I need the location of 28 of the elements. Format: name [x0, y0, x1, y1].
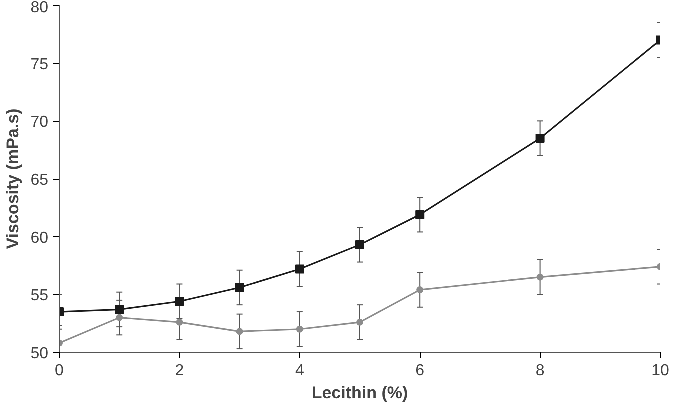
x-tick-label: 0	[55, 362, 64, 380]
point	[356, 318, 364, 326]
point	[356, 240, 364, 250]
point	[416, 210, 425, 220]
x-tick-label: 2	[175, 362, 184, 380]
y-axis-title: Viscosity (mPa.s)	[4, 108, 23, 250]
point	[295, 264, 304, 274]
y-tick-label: 60	[30, 230, 49, 247]
point	[416, 286, 424, 294]
y-tick-label: 80	[30, 0, 49, 16]
point	[536, 274, 544, 281]
point	[115, 305, 124, 314]
point	[236, 328, 244, 336]
x-tick-label: 8	[536, 362, 545, 380]
y-tick-label: 65	[30, 172, 49, 189]
point	[116, 314, 124, 322]
point	[296, 326, 304, 333]
point	[536, 134, 545, 144]
y-tick-label: 55	[30, 288, 49, 305]
y-tick-label: 75	[30, 56, 49, 74]
x-tick-label: 6	[416, 362, 425, 380]
y-tick-label: 50	[30, 346, 49, 362]
x-axis-title: Lecithin (%)	[312, 384, 408, 402]
point	[235, 283, 244, 292]
x-tick-label: 4	[295, 362, 304, 380]
point	[175, 297, 184, 306]
y-tick-label: 70	[30, 114, 49, 132]
x-tick-label: 10	[652, 362, 670, 380]
